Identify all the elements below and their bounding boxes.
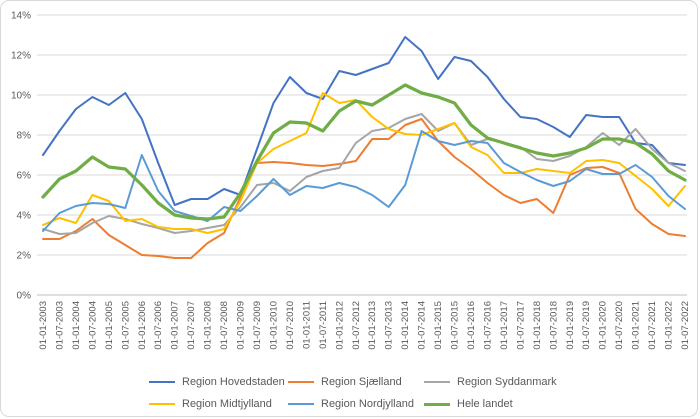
x-axis-tick-label: 01-07-2003 xyxy=(54,301,65,350)
x-axis-tick-label: 01-01-2014 xyxy=(400,301,411,350)
x-axis-tick-label: 01-01-2010 xyxy=(268,301,279,350)
legend-label: Hele landet xyxy=(457,397,513,410)
series-line-hele-landet xyxy=(41,83,687,221)
x-axis-tick-labels: 01-01-2003 01-07-2003 01-01-2004 01-07-2004… xyxy=(38,301,691,350)
y-axis-tick-label: 8% xyxy=(17,131,32,142)
legend-line-swatch xyxy=(424,381,450,383)
line-chart-plot-area: 0%2%4%6%8%10%12%14%01-01-2003 01-07-2003 0… xyxy=(11,11,691,350)
x-axis-tick-label: 01-01-2012 xyxy=(334,301,345,350)
x-axis-tick-label: 01-01-2004 xyxy=(71,301,82,350)
x-axis-tick-label: 01-07-2012 xyxy=(351,301,362,350)
x-axis-tick-label: 01-01-2007 xyxy=(170,301,181,350)
y-axis-tick-label: 12% xyxy=(11,51,31,62)
series-line-region-hovedstaden xyxy=(42,36,686,206)
legend-label: Region Nordjylland xyxy=(321,397,414,410)
x-axis-tick-label: 01-07-2009 xyxy=(252,301,263,350)
series-line-region-sj-lland xyxy=(42,118,686,259)
x-axis-tick-label: 01-07-2007 xyxy=(186,301,197,350)
x-axis-tick-label: 01-07-2018 xyxy=(548,301,559,350)
y-axis-tick-label: 10% xyxy=(11,91,31,102)
x-axis-tick-label: 01-01-2005 xyxy=(104,301,115,350)
x-axis-tick-label: 01-01-2009 xyxy=(236,301,247,350)
x-axis-tick-label: 01-07-2008 xyxy=(219,301,230,350)
legend-item-region-midtjylland: Region Midtjylland xyxy=(149,397,288,410)
x-axis-tick-label: 01-01-2016 xyxy=(466,301,477,350)
y-axis-tick-label: 4% xyxy=(17,211,32,222)
legend-line-swatch xyxy=(424,402,450,406)
legend-row: Region Hovedstaden Region Sjælland Regio… xyxy=(149,371,689,393)
x-axis-tick-label: 01-07-2013 xyxy=(384,301,395,350)
x-axis-tick-label: 01-01-2021 xyxy=(631,301,642,350)
x-axis-tick-label: 01-01-2008 xyxy=(203,301,214,350)
x-axis-tick-label: 01-07-2005 xyxy=(120,301,131,350)
legend-line-swatch xyxy=(149,403,175,405)
y-axis-tick-label: 6% xyxy=(17,171,32,182)
series-lines xyxy=(41,36,687,259)
legend-label: Region Hovedstaden xyxy=(182,375,285,388)
legend-item-hele-landet: Hele landet xyxy=(424,397,584,410)
legend-item-region-hovedstaden: Region Hovedstaden xyxy=(149,375,288,388)
y-axis-tick-label: 0% xyxy=(17,291,32,302)
x-axis-tick-label: 01-01-2022 xyxy=(664,301,675,350)
x-axis-tick-label: 01-07-2004 xyxy=(87,301,98,350)
series-line-region-nordjylland xyxy=(42,130,686,232)
gridlines xyxy=(37,14,687,296)
x-axis-tick-label: 01-07-2019 xyxy=(581,301,592,350)
x-axis-tick-label: 01-07-2022 xyxy=(680,301,691,350)
legend-label: Region Midtjylland xyxy=(182,397,272,410)
x-axis-tick-label: 01-07-2020 xyxy=(614,301,625,350)
chart-legend: Region Hovedstaden Region Sjælland Regio… xyxy=(149,371,689,415)
x-axis-tick-label: 01-07-2016 xyxy=(482,301,493,350)
x-axis-tick-label: 01-07-2014 xyxy=(417,301,428,350)
legend-label: Region Syddanmark xyxy=(457,375,557,388)
x-axis-tick-label: 01-01-2011 xyxy=(301,301,312,349)
x-axis-tick-label: 01-01-2018 xyxy=(532,301,543,350)
y-axis-tick-label: 2% xyxy=(17,251,32,262)
x-axis-tick-label: 01-01-2013 xyxy=(367,301,378,350)
legend-line-swatch xyxy=(149,381,175,383)
x-axis-tick-label: 01-07-2006 xyxy=(153,301,164,350)
legend-label: Region Sjælland xyxy=(321,375,402,388)
legend-line-swatch xyxy=(288,403,314,405)
x-axis-tick-label: 01-01-2003 xyxy=(38,301,49,350)
y-axis-tick-labels: 0% 2% 4% 6% 8% 10% 12% 14% xyxy=(11,11,31,302)
x-axis-tick-label: 01-01-2017 xyxy=(499,301,510,350)
y-axis-tick-label: 14% xyxy=(11,11,31,22)
series-line-region-midtjylland xyxy=(42,92,686,234)
x-axis-tick-label: 01-07-2011 xyxy=(318,301,329,349)
x-axis-tick-label: 01-01-2019 xyxy=(565,301,576,350)
x-axis-tick-label: 01-01-2020 xyxy=(598,301,609,350)
x-axis-tick-label: 01-07-2017 xyxy=(515,301,526,350)
legend-item-region-nordjylland: Region Nordjylland xyxy=(288,397,424,410)
legend-item-region-syddanmark: Region Syddanmark xyxy=(424,375,584,388)
x-axis-tick-label: 01-01-2015 xyxy=(433,301,444,350)
legend-row: Region Midtjylland Region Nordjylland He… xyxy=(149,393,689,415)
x-axis-tick-label: 01-07-2010 xyxy=(285,301,296,350)
x-axis-tick-label: 01-07-2021 xyxy=(647,301,658,350)
legend-item-region-sjaelland: Region Sjælland xyxy=(288,375,424,388)
x-axis-tick-label: 01-01-2006 xyxy=(137,301,148,350)
series-line-region-syddanmark xyxy=(42,113,686,235)
x-axis-tick-label: 01-07-2015 xyxy=(450,301,461,350)
legend-line-swatch xyxy=(288,381,314,383)
